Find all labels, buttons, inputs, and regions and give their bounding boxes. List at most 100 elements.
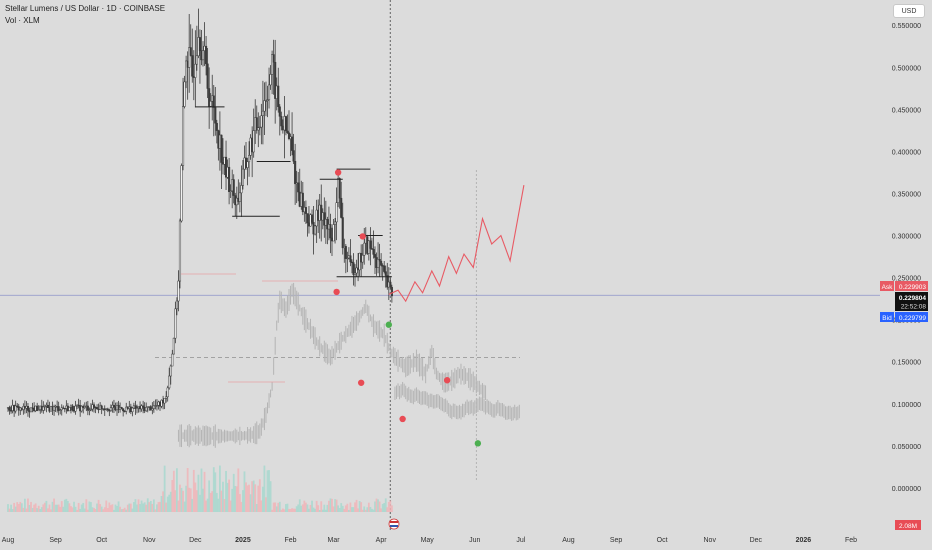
- volume-bar: [65, 498, 68, 512]
- bid-badge-price: 0.229799: [899, 315, 926, 322]
- candle-body: [232, 179, 235, 196]
- volume-bar: [116, 505, 118, 512]
- volume-bar: [203, 471, 206, 512]
- volume-bar: [146, 498, 149, 512]
- volume-bar: [66, 501, 69, 512]
- volume-bar: [16, 502, 19, 512]
- candle-body: [257, 127, 260, 131]
- volume-bar: [166, 496, 169, 512]
- x-tick-label: Mar: [327, 537, 340, 544]
- candle-body: [36, 405, 39, 412]
- volume-bar: [17, 504, 20, 512]
- candle-body: [215, 122, 218, 131]
- volume-bar: [122, 509, 125, 512]
- volume-bar: [308, 508, 310, 512]
- volume-bar: [114, 504, 117, 512]
- current-price-bg: [895, 292, 928, 311]
- candle-body: [80, 405, 83, 412]
- volume-bar: [252, 480, 255, 512]
- volume-bar: [31, 507, 34, 512]
- volume-bar: [54, 504, 57, 512]
- candle-body: [377, 259, 380, 268]
- volume-bar: [364, 509, 367, 512]
- candle-body: [149, 406, 152, 411]
- volume-bar: [97, 499, 100, 512]
- volume-bar: [349, 502, 352, 512]
- volume-bar: [149, 500, 152, 512]
- volume-bar: [7, 504, 9, 512]
- candle-body: [344, 246, 347, 259]
- candle-body: [8, 407, 11, 411]
- candle-body: [29, 407, 33, 413]
- volume-bar: [111, 504, 114, 512]
- volume-bar: [82, 502, 85, 512]
- volume-bar: [151, 503, 154, 512]
- y-tick-label: 0.300000: [892, 234, 921, 241]
- volume-bar: [183, 501, 186, 512]
- candle-body: [258, 126, 261, 129]
- volume-bar: [86, 509, 89, 512]
- ghost-candles: [177, 282, 520, 448]
- volume-bar: [234, 486, 237, 512]
- red-marker: [333, 288, 340, 296]
- candle-body: [212, 95, 215, 108]
- candle-body: [383, 265, 386, 272]
- candle-body: [361, 255, 364, 263]
- volume-bar: [214, 472, 217, 512]
- candle-body: [380, 260, 383, 266]
- candle-body: [291, 136, 294, 151]
- volume-bar: [199, 494, 201, 512]
- volume-bar: [77, 502, 80, 512]
- candle-body: [294, 160, 297, 185]
- volume-bar: [245, 482, 247, 512]
- currency-button[interactable]: USD: [893, 4, 925, 18]
- volume-bar: [169, 491, 172, 512]
- volume-bar: [47, 508, 49, 512]
- candle-body: [346, 257, 349, 260]
- volume-bar: [222, 481, 224, 512]
- candle-body: [306, 213, 309, 224]
- volume-indicator-label[interactable]: Vol · XLM: [5, 16, 40, 25]
- candle-body: [286, 130, 289, 134]
- volume-bar: [39, 509, 42, 512]
- volume-bar: [277, 502, 280, 512]
- volume-bar: [321, 509, 324, 512]
- candle-body: [338, 178, 341, 199]
- volume-bar: [380, 508, 383, 512]
- volume-bar: [96, 503, 98, 512]
- volume-bar: [347, 509, 350, 512]
- volume-bar: [37, 505, 40, 512]
- volume-bar: [36, 508, 39, 512]
- volume-bar: [269, 481, 272, 512]
- volume-bar: [48, 504, 51, 512]
- candle-body: [188, 47, 191, 68]
- volume-bar: [261, 486, 264, 512]
- countdown-timer: 22:52:08: [901, 304, 927, 311]
- volume-bar: [140, 500, 143, 512]
- volume-bar: [100, 506, 103, 512]
- volume-bar: [163, 465, 166, 512]
- candle-body: [106, 408, 109, 411]
- volume-bar: [251, 481, 254, 512]
- candle-body: [269, 74, 272, 86]
- volume-bar: [109, 505, 112, 512]
- candle-body: [323, 212, 326, 226]
- x-tick-label: Nov: [143, 537, 156, 544]
- volume-bar: [248, 484, 250, 512]
- volume-bar: [225, 470, 227, 512]
- x-tick-label: Sep: [49, 537, 62, 544]
- volume-bar: [40, 507, 43, 512]
- candle-body: [373, 254, 377, 258]
- y-tick-label: 0.150000: [892, 360, 921, 367]
- volume-bar: [180, 487, 183, 512]
- projection-path: [388, 185, 525, 303]
- candle-body: [384, 271, 387, 276]
- volume-bar: [232, 473, 235, 512]
- volume-bar: [278, 501, 281, 512]
- volume-bar: [45, 500, 48, 512]
- volume-bar: [255, 503, 258, 512]
- volume-bar: [215, 492, 218, 512]
- candle-body: [142, 405, 145, 408]
